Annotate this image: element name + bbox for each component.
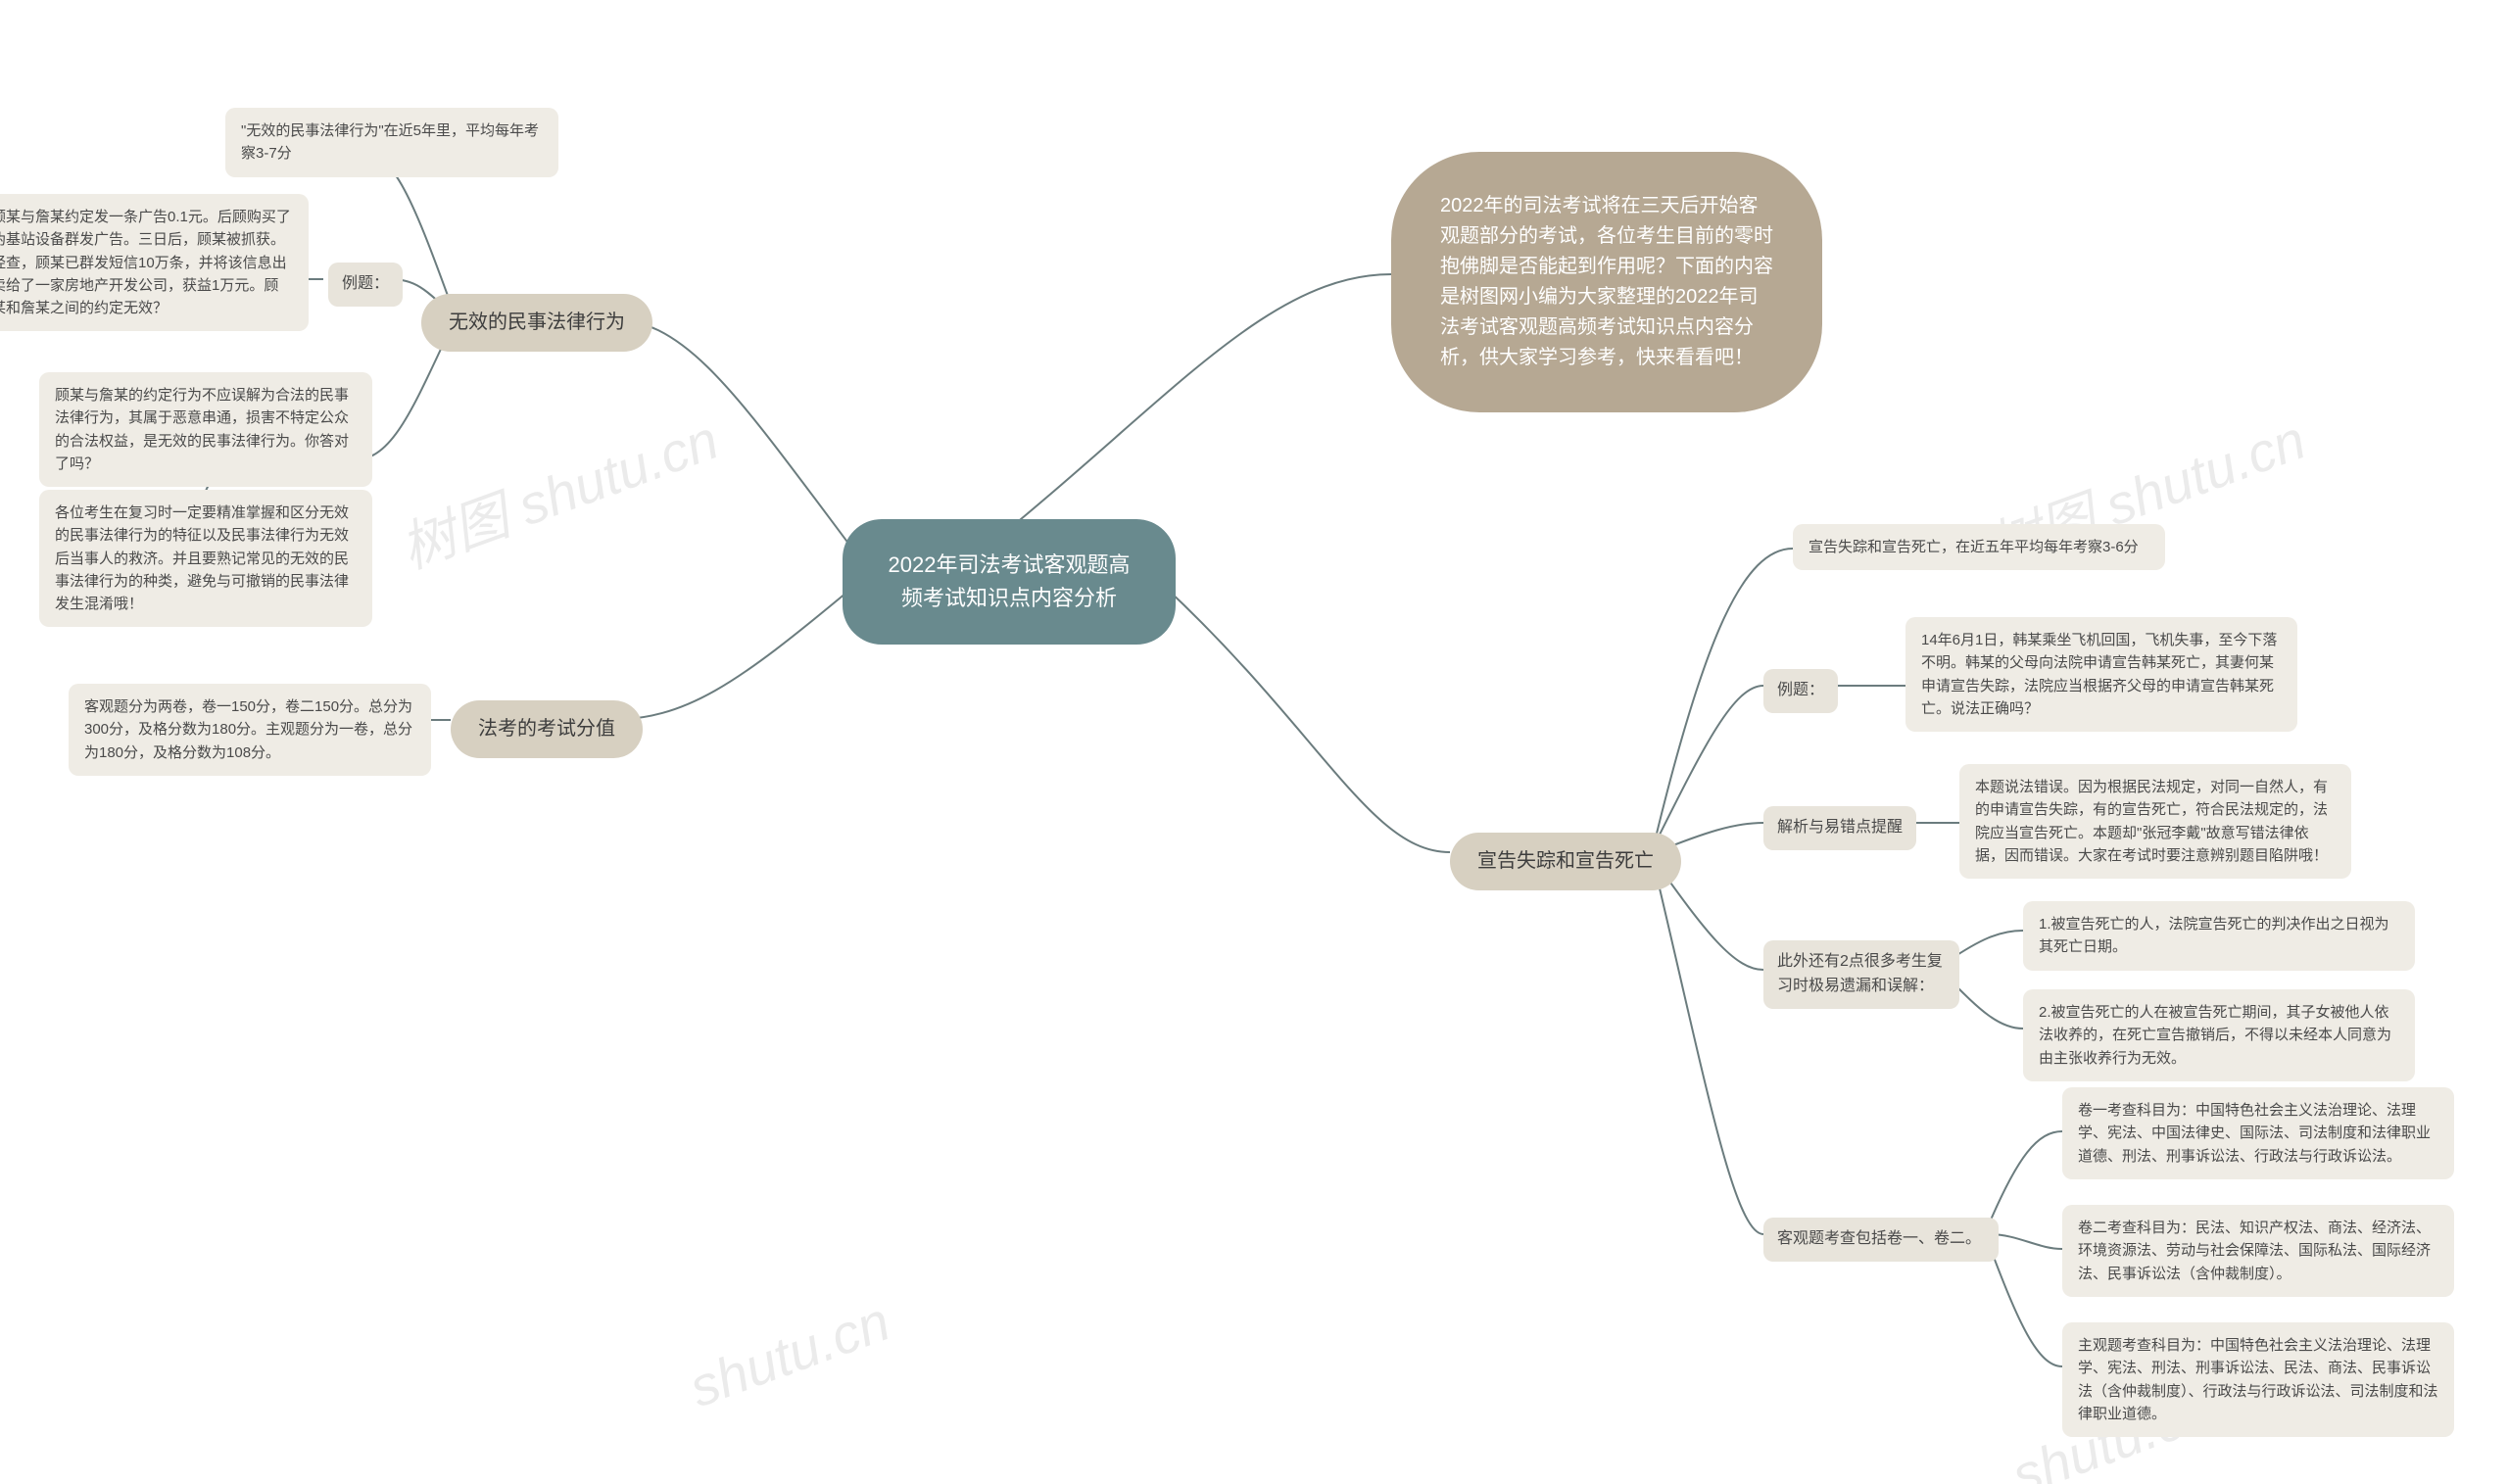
sub-objective-subjects: 客观题考查包括卷一、卷二。 bbox=[1763, 1218, 1999, 1262]
leaf-declare-freq: 宣告失踪和宣告死亡，在近五年平均每年考察3-6分 bbox=[1793, 524, 2165, 570]
center-node: 2022年司法考试客观题高频考试知识点内容分析 bbox=[843, 519, 1176, 645]
watermark: shutu.cn bbox=[681, 1289, 897, 1419]
leaf-invalid-freq: "无效的民事法律行为"在近5年里，平均每年考察3-7分 bbox=[225, 108, 558, 177]
leaf-declare-tip: 本题说法错误。因为根据民法规定，对同一自然人，有的申请宣告失踪，有的宣告死亡，符… bbox=[1959, 764, 2351, 879]
leaf-declare-extra-a: 1.被宣告死亡的人，法院宣告死亡的判决作出之日视为其死亡日期。 bbox=[2023, 901, 2415, 971]
sub-declare-tip: 解析与易错点提醒 bbox=[1763, 806, 1916, 850]
sub-invalid-example: 例题： bbox=[328, 263, 403, 307]
branch-declare: 宣告失踪和宣告死亡 bbox=[1450, 833, 1681, 890]
leaf-invalid-example: 顾某与詹某约定发一条广告0.1元。后顾购买了伪基站设备群发广告。三日后，顾某被抓… bbox=[0, 194, 309, 331]
leaf-invalid-tip-a: 顾某与詹某的约定行为不应误解为合法的民事法律行为，其属于恶意串通，损害不特定公众… bbox=[39, 372, 372, 487]
branch-invalid-civil: 无效的民事法律行为 bbox=[421, 294, 652, 352]
leaf-objective-a: 卷一考查科目为：中国特色社会主义法治理论、法理学、宪法、中国法律史、国际法、司法… bbox=[2062, 1087, 2454, 1179]
leaf-objective-c: 主观题考查科目为：中国特色社会主义法治理论、法理学、宪法、刑法、刑事诉讼法、民法… bbox=[2062, 1322, 2454, 1437]
leaf-declare-example: 14年6月1日，韩某乘坐飞机回国，飞机失事，至今下落不明。韩某的父母向法院申请宣… bbox=[1905, 617, 2297, 732]
leaf-objective-b: 卷二考查科目为：民法、知识产权法、商法、经济法、环境资源法、劳动与社会保障法、国… bbox=[2062, 1205, 2454, 1297]
sub-declare-example: 例题： bbox=[1763, 669, 1838, 713]
intro-bubble: 2022年的司法考试将在三天后开始客观题部分的考试，各位考生目前的零时抱佛脚是否… bbox=[1391, 152, 1822, 412]
leaf-invalid-tip-b: 各位考生在复习时一定要精准掌握和区分无效的民事法律行为的特征以及民事法律行为无效… bbox=[39, 490, 372, 627]
leaf-exam-score: 客观题分为两卷，卷一150分，卷二150分。总分为300分，及格分数为180分。… bbox=[69, 684, 431, 776]
sub-declare-extra: 此外还有2点很多考生复习时极易遗漏和误解： bbox=[1763, 940, 1959, 1009]
watermark: 树图 shutu.cn bbox=[388, 396, 728, 584]
leaf-declare-extra-b: 2.被宣告死亡的人在被宣告死亡期间，其子女被他人依法收养的，在死亡宣告撤销后，不… bbox=[2023, 989, 2415, 1081]
branch-exam-score: 法考的考试分值 bbox=[451, 700, 643, 758]
